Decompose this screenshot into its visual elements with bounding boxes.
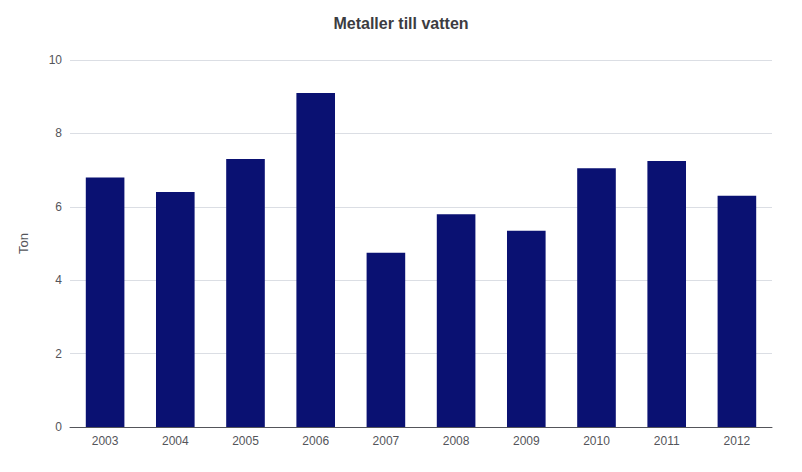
- svg-text:2011: 2011: [654, 434, 680, 448]
- svg-text:2010: 2010: [583, 434, 610, 448]
- svg-text:2012: 2012: [724, 434, 751, 448]
- svg-text:0: 0: [55, 420, 62, 434]
- svg-text:Metaller till vatten: Metaller till vatten: [333, 15, 468, 32]
- svg-text:2: 2: [55, 347, 62, 361]
- svg-text:2008: 2008: [443, 434, 470, 448]
- svg-text:6: 6: [55, 200, 62, 214]
- svg-text:2006: 2006: [302, 434, 329, 448]
- svg-text:4: 4: [55, 273, 62, 287]
- svg-text:8: 8: [55, 126, 62, 140]
- svg-text:10: 10: [49, 53, 63, 67]
- svg-text:Ton: Ton: [16, 233, 31, 254]
- svg-text:2009: 2009: [513, 434, 540, 448]
- svg-text:2005: 2005: [232, 434, 259, 448]
- svg-text:2004: 2004: [162, 434, 189, 448]
- svg-text:2003: 2003: [92, 434, 119, 448]
- svg-text:2007: 2007: [373, 434, 400, 448]
